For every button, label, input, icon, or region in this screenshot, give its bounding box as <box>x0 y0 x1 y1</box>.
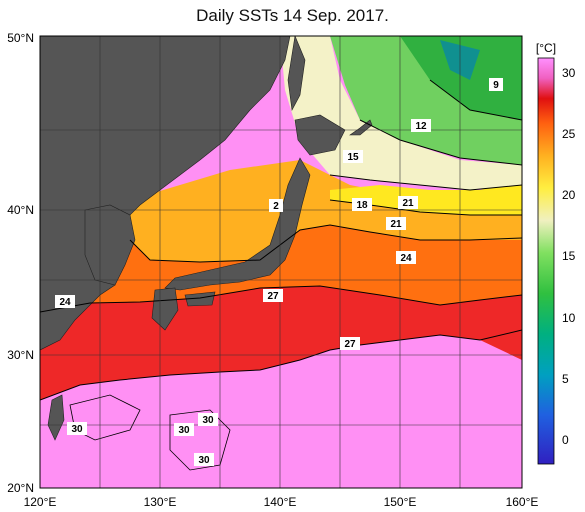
ocean-amber-band <box>130 160 522 262</box>
contour-label-21a: 21 <box>398 196 418 209</box>
ocean-cold-region <box>400 36 522 120</box>
map-title: Daily SSTs 14 Sep. 2017. <box>196 6 389 25</box>
contour-label-24a: 24 <box>396 251 416 264</box>
lat-label-50: 50°N <box>7 31 34 45</box>
colorbar-tick-0: 0 <box>562 433 569 447</box>
contour-label-21b: 21 <box>386 217 406 230</box>
svg-text:24: 24 <box>59 297 71 308</box>
contour-label-30b: 30 <box>198 413 218 426</box>
colorbar-tick-25: 25 <box>562 127 576 141</box>
colorbar-unit: [°C] <box>536 41 556 55</box>
svg-text:12: 12 <box>415 121 427 132</box>
colorbar-scale <box>537 57 555 465</box>
contour-label-18: 18 <box>352 198 372 211</box>
svg-text:2: 2 <box>273 201 279 212</box>
lon-label-150: 150°E <box>384 495 417 509</box>
contour-label-27a: 27 <box>263 289 283 302</box>
contour-label-24b: 24 <box>55 295 75 308</box>
taiwan <box>47 394 65 441</box>
map-frame <box>39 35 523 489</box>
contour-label-30c: 30 <box>174 423 194 436</box>
contour-labels: 9 12 15 18 21 21 2 24 24 27 27 30 30 30 … <box>55 78 503 466</box>
contour-label-9: 9 <box>489 78 503 91</box>
ocean-pale-band <box>280 36 522 190</box>
kyushu <box>151 287 179 331</box>
svg-text:27: 27 <box>267 291 279 302</box>
lon-label-130: 130°E <box>144 495 177 509</box>
svg-text:27: 27 <box>344 339 356 350</box>
svg-text:21: 21 <box>402 198 414 209</box>
longitude-labels: 120°E 130°E 140°E 150°E 160°E <box>24 495 539 509</box>
honshu <box>164 157 311 291</box>
lon-label-160: 160°E <box>506 495 539 509</box>
colorbar: [°C] 30 25 20 15 10 5 0 <box>536 41 576 465</box>
latitude-labels: 50°N 40°N 30°N 20°N <box>7 31 34 495</box>
colorbar-tick-5: 5 <box>562 372 569 386</box>
contour-label-30a: 30 <box>67 422 87 435</box>
shikoku <box>184 291 216 307</box>
svg-text:15: 15 <box>347 152 359 163</box>
svg-text:30: 30 <box>202 415 214 426</box>
korean-peninsula <box>84 204 136 286</box>
colorbar-tick-15: 15 <box>562 249 576 263</box>
svg-text:9: 9 <box>493 80 499 91</box>
isotherm-contours <box>40 79 522 471</box>
lat-label-40: 40°N <box>7 203 34 217</box>
svg-text:30: 30 <box>198 455 210 466</box>
contour-label-12: 12 <box>411 119 431 132</box>
svg-text:24: 24 <box>400 253 412 264</box>
contour-label-15: 15 <box>343 150 363 163</box>
colorbar-tick-10: 10 <box>562 311 576 325</box>
hokkaido <box>294 114 346 156</box>
lon-label-120: 120°E <box>24 495 57 509</box>
colorbar-tick-30: 30 <box>562 66 576 80</box>
land <box>40 36 373 441</box>
contour-label-30d: 30 <box>194 453 214 466</box>
sakhalin <box>287 36 306 111</box>
lat-label-30: 30°N <box>7 348 34 362</box>
svg-text:18: 18 <box>356 200 368 211</box>
contour-label-2: 2 <box>269 199 283 212</box>
ocean-yellow-band <box>330 180 522 215</box>
contour-label-27b: 27 <box>340 337 360 350</box>
svg-text:30: 30 <box>71 424 83 435</box>
svg-text:30: 30 <box>178 425 190 436</box>
colorbar-tick-20: 20 <box>562 188 576 202</box>
lon-label-140: 140°E <box>264 495 297 509</box>
sst-field <box>40 36 522 488</box>
lat-label-20: 20°N <box>7 481 34 495</box>
svg-text:21: 21 <box>390 219 402 230</box>
